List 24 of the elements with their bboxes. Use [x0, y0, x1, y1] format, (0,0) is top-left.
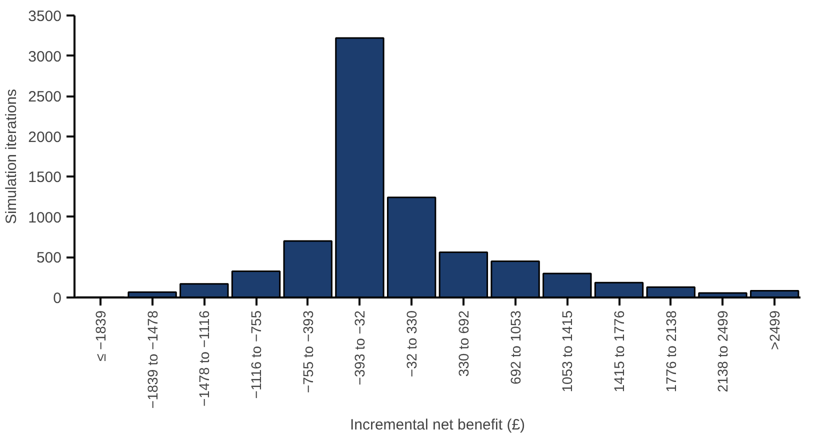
x-tick-label: 1415 to 1776: [611, 310, 627, 392]
x-tick-label: 330 to 692: [455, 310, 472, 377]
y-tick-label: 2500: [28, 88, 62, 106]
y-axis-title: Simulation iterations: [3, 88, 20, 224]
y-tick-label: 500: [36, 250, 62, 267]
y-tick-label: 1500: [28, 169, 62, 186]
y-tick-label: 1000: [28, 209, 62, 226]
x-tick-label: ≤ −1839: [92, 310, 108, 362]
x-tick-label: −32 to 330: [404, 310, 420, 378]
x-tick-label: −755 to −393: [300, 310, 316, 394]
x-tick-label: −393 to −32: [352, 310, 368, 386]
x-tick-label: 2138 to 2499: [714, 310, 731, 392]
y-tick-label: 2000: [28, 128, 62, 146]
y-tick-label: 0: [53, 290, 62, 307]
x-tick-label: −1116 to −755: [248, 310, 264, 399]
y-tick-label: 3000: [28, 48, 62, 66]
x-tick-label: 1776 to 2138: [662, 310, 679, 392]
x-tick-label: −1478 to −1116: [196, 310, 212, 407]
x-tick-label: −1839 to −1478: [144, 310, 160, 409]
y-tick-label: 3500: [28, 8, 62, 25]
x-tick-label: >2499: [766, 310, 783, 350]
x-axis-title: Incremental net benefit (£): [350, 416, 526, 434]
x-tick-label: 692 to 1053: [507, 310, 524, 384]
x-tick-label: 1053 to 1415: [559, 310, 576, 392]
